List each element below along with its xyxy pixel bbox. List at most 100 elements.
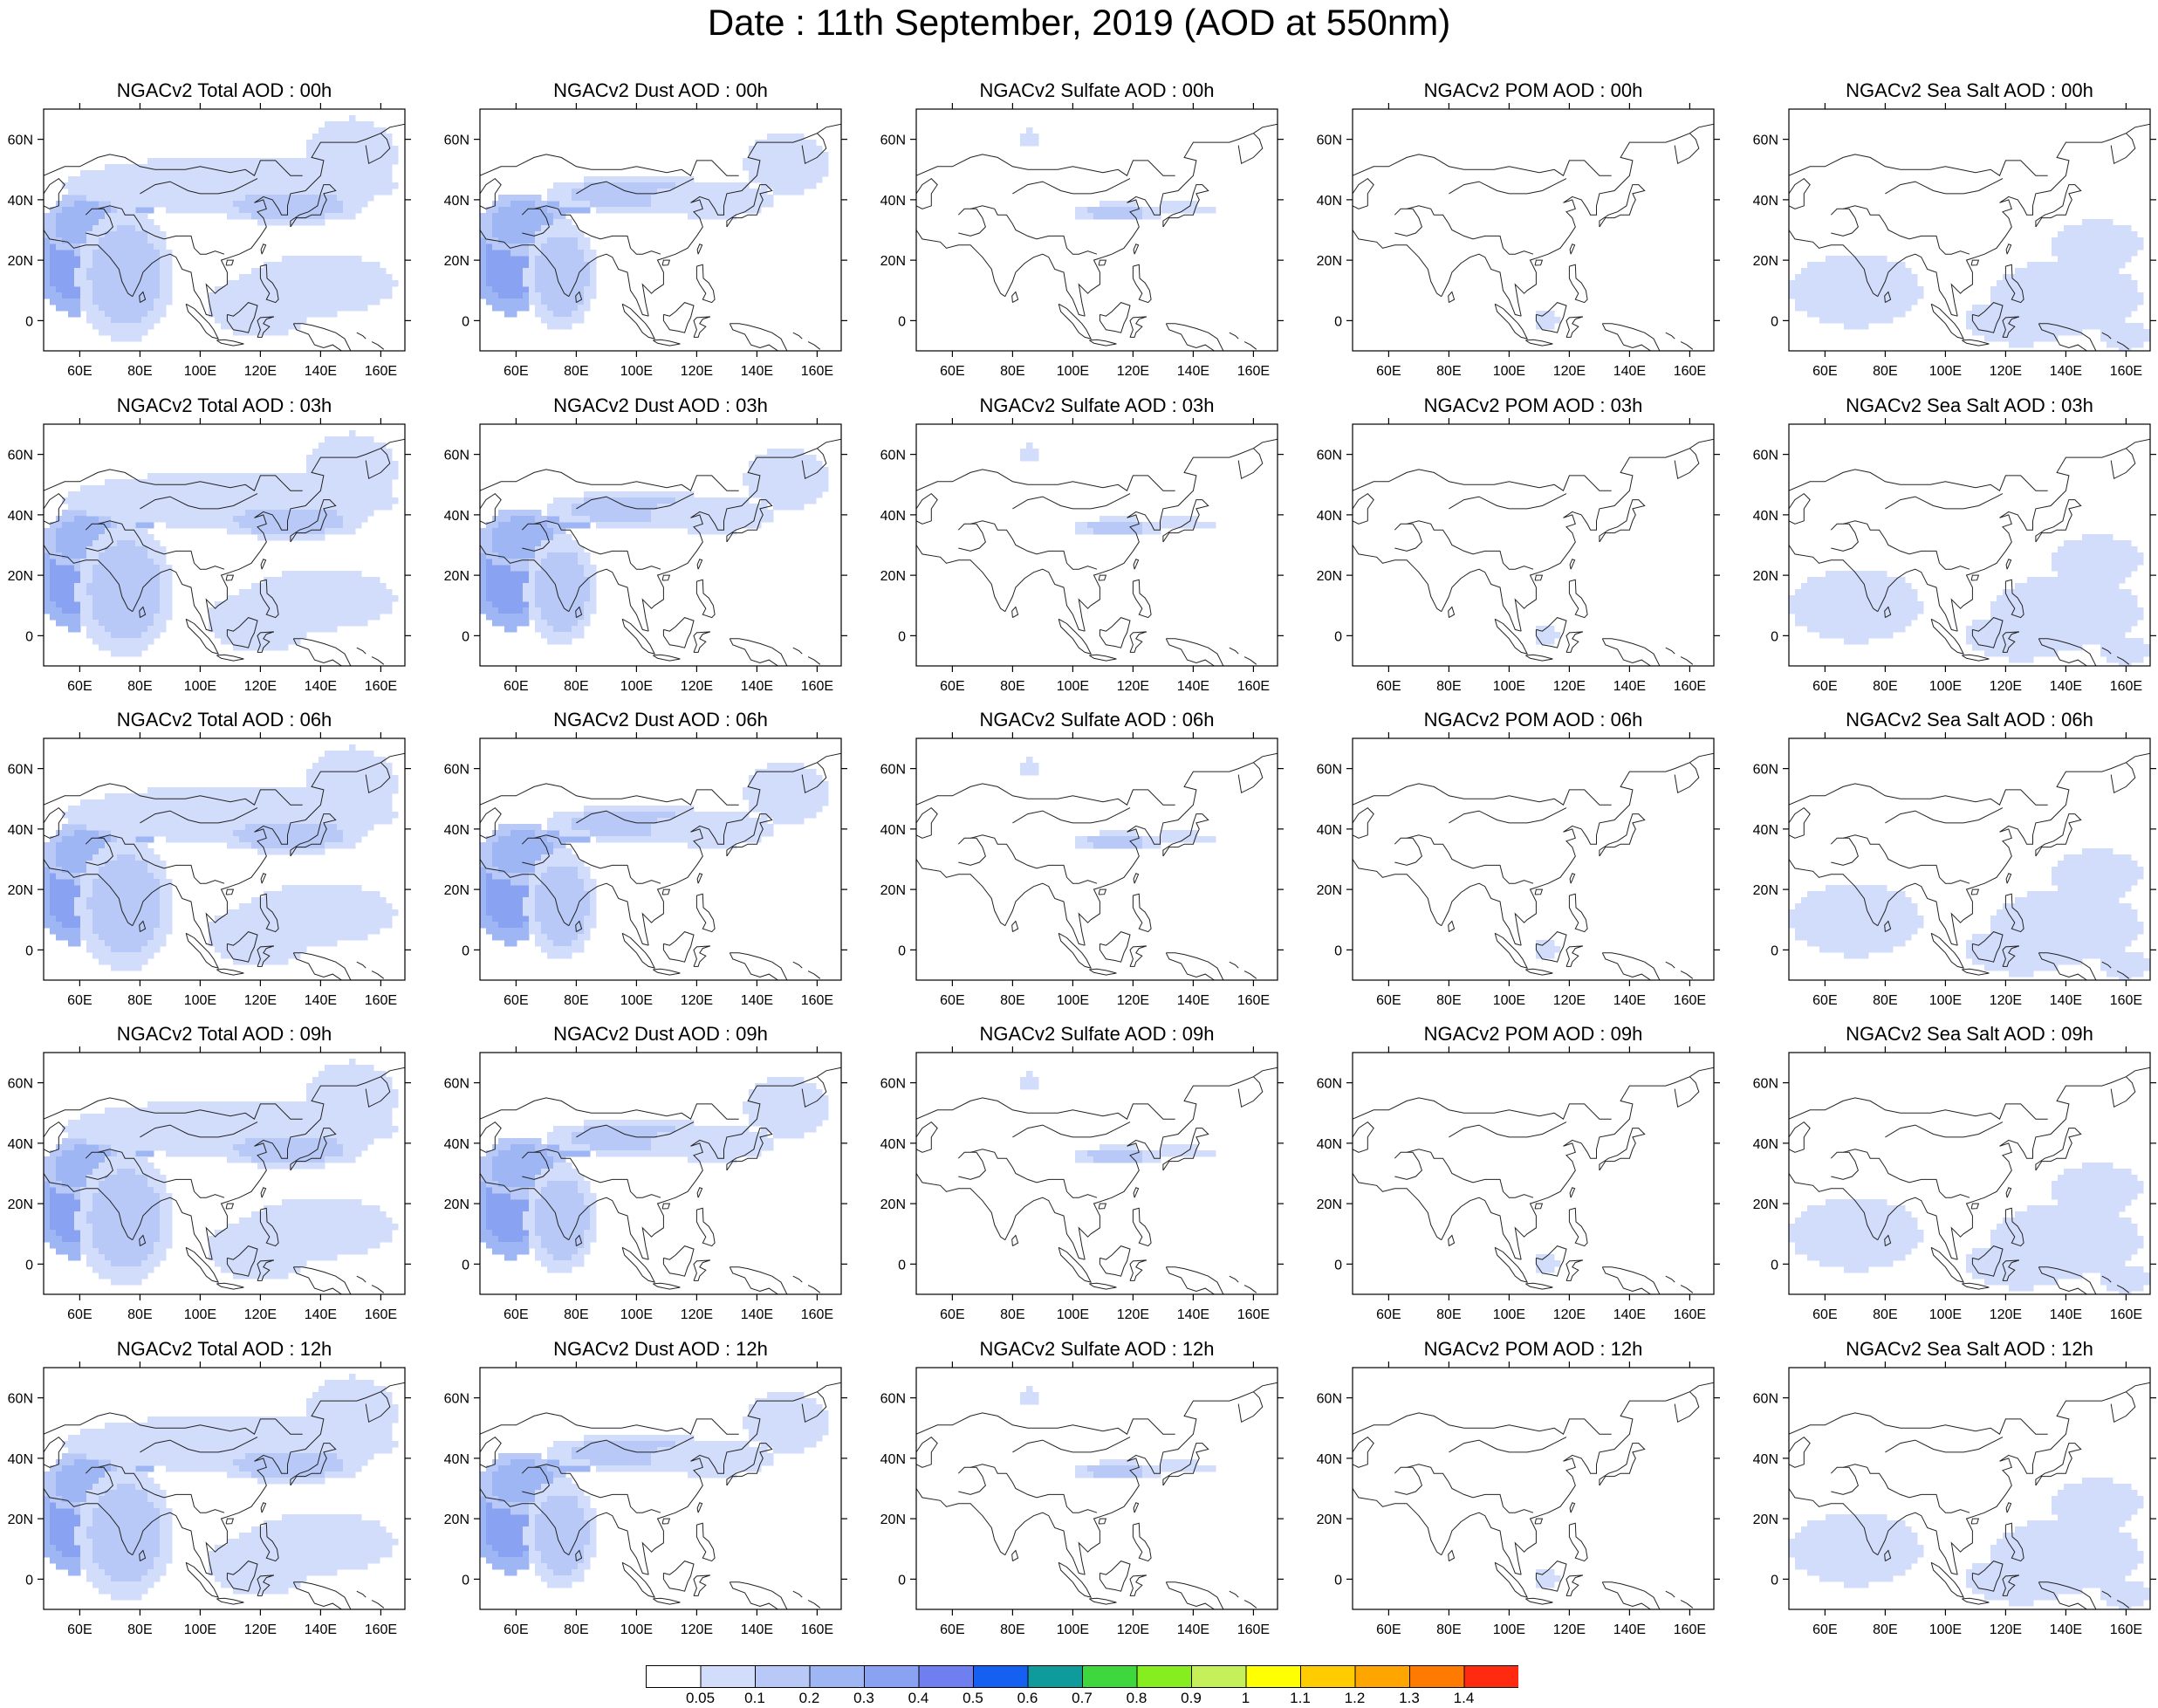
aerosol-cell <box>1807 280 1814 287</box>
aerosol-cell <box>99 329 106 336</box>
aerosol-cell <box>355 280 362 287</box>
aerosol-cell <box>86 607 93 614</box>
aerosol-cell <box>361 176 368 183</box>
aerosol-cell <box>276 491 283 498</box>
aerosol-cell <box>135 170 142 177</box>
aerosol-cell <box>294 632 301 639</box>
aerosol-cell <box>270 626 277 633</box>
aerosol-cell <box>92 614 99 621</box>
aerosol-cell <box>319 589 325 596</box>
aerosol-cell <box>92 244 99 250</box>
aerosol-cell <box>276 638 283 645</box>
aerosol-cell <box>184 207 191 214</box>
aerosol-cell <box>1832 305 1839 312</box>
aerosol-cell <box>2003 323 2010 330</box>
aerosol-cell <box>123 213 130 220</box>
aerosol-cell <box>215 317 222 324</box>
aerosol-cell <box>56 292 63 299</box>
aerosol-cell <box>99 516 106 523</box>
lon-tick-label: 140E <box>305 364 337 379</box>
aerosol-cell <box>135 311 142 318</box>
aerosol-cell <box>154 189 161 195</box>
aerosol-cell <box>355 127 362 134</box>
aerosol-cell <box>608 195 615 202</box>
aerosol-cell <box>123 620 130 627</box>
aerosol-cell <box>111 237 118 244</box>
aerosol-cell <box>74 601 81 608</box>
aerosol-cell <box>319 286 325 293</box>
aerosol-cell <box>547 189 554 195</box>
aerosol-cell <box>2070 262 2077 269</box>
aerosol-cell <box>300 262 307 269</box>
aerosol-cell <box>2009 292 2016 299</box>
aerosol-cell <box>306 292 313 299</box>
aerosol-cell <box>123 298 130 305</box>
aerosol-cell <box>319 146 325 153</box>
aerosol-cell <box>111 620 118 627</box>
aerosol-cell <box>1856 292 1863 299</box>
aerosol-cell <box>2045 286 2052 293</box>
aerosol-cell <box>361 510 368 517</box>
aerosol-cell <box>1087 207 1094 214</box>
aerosol-cell <box>117 552 124 559</box>
aerosol-cell <box>361 449 368 456</box>
coastline <box>139 291 147 304</box>
aerosol-cell <box>492 231 499 238</box>
aerosol-cell <box>245 626 252 633</box>
aerosol-cell <box>510 256 517 263</box>
aerosol-cell <box>2119 335 2126 342</box>
aerosol-cell <box>282 479 289 486</box>
aerosol-cell <box>129 522 136 529</box>
aerosol-cell <box>529 207 536 214</box>
aerosol-cell <box>2021 292 2028 299</box>
aerosol-cell <box>2009 317 2016 324</box>
aerosol-cell <box>221 601 228 608</box>
aerosol-cell <box>712 195 719 202</box>
aerosol-cell <box>319 213 325 220</box>
aerosol-cell <box>523 305 530 312</box>
aerosol-cell <box>355 491 362 498</box>
aerosol-cell <box>270 158 277 165</box>
aerosol-cell <box>319 534 325 541</box>
aerosol-cell <box>504 268 511 275</box>
aerosol-cell <box>1893 305 1900 312</box>
aerosol-cell <box>1807 311 1814 318</box>
aerosol-cell <box>62 528 69 535</box>
aerosol-cell <box>196 522 203 529</box>
aerosol-cell <box>331 485 338 492</box>
aerosol-cell <box>270 213 277 220</box>
aerosol-cell <box>50 559 57 566</box>
aerosol-cell <box>111 644 118 651</box>
aerosol-cell <box>1850 280 1857 287</box>
aerosol-cell <box>504 305 511 312</box>
aerosol-cell <box>288 219 295 226</box>
aerosol-cell <box>578 231 585 238</box>
aerosol-cell <box>355 595 362 602</box>
aerosol-cell <box>44 292 51 299</box>
aerosol-cell <box>486 219 493 226</box>
map-frame <box>43 423 406 667</box>
aerosol-cell <box>221 620 228 627</box>
aerosol-cell <box>44 577 51 584</box>
lat-tick-label: 20N <box>8 569 33 584</box>
aerosol-cell <box>147 225 154 232</box>
aerosol-cell <box>2039 286 2046 293</box>
aerosol-cell <box>50 607 57 614</box>
aerosol-cell <box>361 461 368 468</box>
aerosol-cell <box>86 485 93 492</box>
aerosol-cell <box>62 201 69 208</box>
aerosol-cell <box>147 638 154 645</box>
aerosol-cell <box>160 479 167 486</box>
coastline <box>641 123 841 317</box>
aerosol-cell <box>541 207 548 214</box>
aerosol-cell <box>2113 292 2120 299</box>
aerosol-cell <box>111 244 118 250</box>
aerosol-cell <box>80 237 87 244</box>
aerosol-cell <box>239 485 246 492</box>
aerosol-cell <box>373 127 380 134</box>
aerosol-cell <box>74 213 81 220</box>
aerosol-cell <box>1179 207 1186 214</box>
aerosol-cell <box>270 323 277 330</box>
aerosol-cell <box>251 485 258 492</box>
aerosol-cell <box>44 583 51 590</box>
